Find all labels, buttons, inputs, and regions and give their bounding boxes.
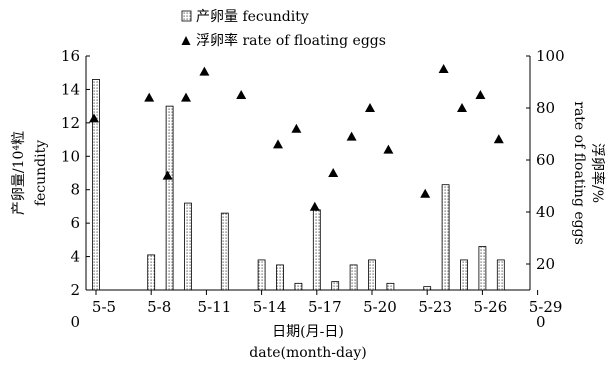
left-y-tick-label: 14: [61, 80, 80, 98]
floating-rate-marker: [420, 188, 431, 198]
legend-bar-swatch: [181, 10, 192, 22]
floating-rate-marker: [181, 92, 191, 102]
fecundity-bar: [331, 281, 340, 291]
right-y-tick-label: 60: [536, 151, 555, 169]
right-y-tick-label: 0: [536, 313, 546, 331]
left-y-tick-label: 12: [61, 114, 80, 132]
fecundity-bar: [184, 202, 192, 291]
left-y-tick-label: 6: [70, 214, 80, 232]
right-y-tick-label: 100: [536, 47, 565, 65]
floating-rate-marker: [493, 134, 504, 144]
floating-rate-marker: [89, 113, 99, 123]
left-y-ticks: 0 2 4 6 8 10 12 14 16: [61, 47, 90, 331]
fecundity-bar: [496, 259, 505, 291]
fecundity-bar: [368, 259, 376, 291]
fecundity-bar: [349, 264, 358, 291]
right-axis-label-cn: 浮卵率/%: [589, 143, 606, 203]
x-tick-label: 5-17: [308, 298, 342, 316]
fecundity-bar: [165, 105, 174, 291]
x-tick-label: 5-14: [253, 298, 287, 316]
x-ticks: 5-5 5-8 5-11 5-14 5-17 5-20 5-23 5-26 5-29: [92, 290, 563, 316]
legend: 产卵量 fecundity 浮卵率 rate of floating eggs: [181, 9, 386, 49]
floating-rate-marker: [236, 90, 247, 99]
x-tick-label: 5-11: [198, 298, 232, 316]
legend-label-fecundity: 产卵量 fecundity: [196, 9, 309, 25]
fecundity-bar: [276, 264, 284, 291]
floating-rate-markers: [89, 64, 504, 211]
floating-rate-marker: [273, 139, 283, 149]
floating-rate-marker: [457, 103, 467, 112]
floating-rate-marker: [365, 103, 375, 112]
x-axis-label-en: date(month-day): [249, 345, 366, 361]
right-y-ticks: 0 20 40 60 80 100: [526, 47, 565, 331]
floating-rate-marker: [291, 123, 302, 133]
fecundity-bar: [478, 246, 487, 291]
right-y-tick-label: 20: [536, 255, 555, 273]
fecundity-bar: [294, 282, 303, 291]
fecundity-bar: [312, 209, 321, 291]
floating-rate-marker: [144, 92, 155, 102]
x-tick-label: 5-29: [529, 298, 563, 316]
fecundity-bars: [92, 79, 505, 291]
left-axis-label-en: fecundity: [33, 140, 49, 206]
floating-rate-marker: [309, 201, 320, 211]
x-tick-label: 5-20: [363, 298, 397, 316]
left-y-tick-label: 10: [61, 147, 80, 165]
floating-rate-marker: [162, 170, 173, 180]
floating-rate-marker: [328, 168, 339, 177]
left-y-tick-label: 8: [70, 181, 80, 199]
floating-rate-marker: [383, 144, 394, 154]
x-axis-label-cn: 日期(月-日): [272, 324, 344, 340]
x-tick-label: 5-8: [147, 298, 171, 316]
right-y-tick-label: 40: [536, 203, 555, 221]
left-y-tick-label: 0: [70, 313, 80, 331]
fecundity-bar: [441, 184, 450, 291]
fecundity-bar: [386, 282, 395, 291]
left-y-tick-label: 4: [70, 248, 80, 266]
fecundity-bar: [92, 79, 100, 291]
left-y-tick-label: 2: [70, 281, 80, 299]
fecundity-bar: [220, 212, 229, 291]
x-tick-label: 5-26: [474, 298, 508, 316]
legend-triangle-marker: [181, 36, 191, 45]
right-y-tick-label: 80: [536, 99, 555, 117]
right-axis-label-en: rate of floating eggs: [571, 101, 587, 245]
fecundity-bar: [460, 259, 468, 291]
floating-rate-marker: [346, 131, 357, 141]
floating-rate-marker: [438, 64, 449, 73]
fecundity-bar: [423, 286, 432, 291]
left-axis-label-cn: 产卵量/10⁴粒: [11, 131, 27, 215]
left-y-tick-label: 16: [61, 47, 80, 65]
floating-rate-marker: [199, 66, 210, 76]
fecundity-bar: [257, 259, 266, 291]
floating-rate-marker: [475, 90, 486, 99]
x-tick-label: 5-5: [92, 298, 116, 316]
x-tick-label: 5-23: [418, 298, 452, 316]
legend-label-floating: 浮卵率 rate of floating eggs: [196, 32, 386, 49]
fecundity-bar: [147, 254, 156, 291]
